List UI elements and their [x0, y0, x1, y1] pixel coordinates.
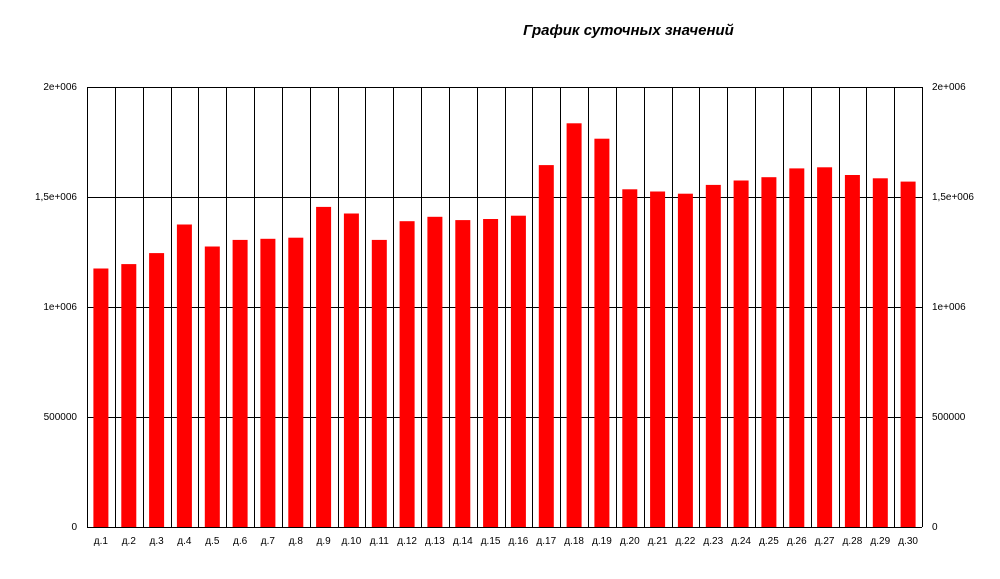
x-tick-label: д.10	[342, 536, 362, 547]
bar-8	[288, 237, 304, 527]
x-tick-label: д.3	[150, 536, 165, 547]
x-tick-label: д.12	[397, 536, 417, 547]
y-tick-label-left: 0	[71, 522, 77, 533]
bar-17	[538, 165, 554, 527]
x-tick-label: д.5	[205, 536, 220, 547]
chart-title: График суточных значений	[523, 22, 734, 39]
bar-27	[817, 167, 833, 528]
bar-16	[510, 215, 526, 527]
bar-14	[455, 220, 471, 527]
bar-10	[343, 213, 359, 527]
bar-15	[483, 219, 499, 527]
bar-4	[176, 224, 192, 527]
x-tick-label: д.27	[815, 536, 835, 547]
bar-20	[622, 189, 638, 528]
bar-29	[872, 178, 888, 528]
bar-21	[650, 191, 666, 527]
x-tick-label: д.23	[703, 536, 723, 547]
bar-5	[204, 246, 220, 527]
y-tick-label-right: 0	[932, 522, 938, 533]
x-tick-label: д.13	[425, 536, 445, 547]
x-tick-label: д.11	[370, 536, 389, 547]
x-tick-label: д.17	[536, 536, 556, 547]
y-tick-label-right: 1,5e+006	[932, 192, 974, 203]
y-tick-label-left: 2e+006	[43, 82, 77, 93]
bar-19	[594, 138, 610, 527]
x-tick-label: д.25	[759, 536, 779, 547]
bar-9	[316, 206, 332, 527]
x-tick-label: д.14	[453, 536, 473, 547]
bar-11	[371, 239, 387, 527]
x-tick-label: д.26	[787, 536, 807, 547]
y-tick-label-left: 500000	[44, 412, 78, 423]
bar-28	[844, 175, 860, 527]
x-tick-label: д.29	[870, 536, 890, 547]
bar-26	[789, 168, 805, 527]
x-tick-label: д.4	[177, 536, 192, 547]
y-tick-label-right: 500000	[932, 412, 966, 423]
bar-7	[260, 238, 276, 528]
x-tick-label: д.28	[843, 536, 863, 547]
bar-13	[427, 216, 443, 528]
x-tick-label: д.19	[592, 536, 612, 547]
x-tick-label: д.30	[898, 536, 918, 547]
bar-2	[121, 264, 137, 527]
y-tick-label-right: 1e+006	[932, 302, 966, 313]
y-tick-label-left: 1,5e+006	[35, 192, 77, 203]
bar-23	[705, 184, 721, 527]
x-tick-label: д.21	[648, 536, 668, 547]
x-tick-label: д.20	[620, 536, 640, 547]
x-tick-label: д.22	[676, 536, 696, 547]
x-tick-label: д.16	[509, 536, 529, 547]
x-tick-label: д.18	[564, 536, 584, 547]
y-tick-label-right: 2e+006	[932, 82, 966, 93]
bar-24	[733, 180, 749, 527]
bar-12	[399, 221, 415, 527]
x-tick-label: д.8	[289, 536, 304, 547]
x-tick-label: д.2	[122, 536, 137, 547]
y-tick-label-left: 1e+006	[43, 302, 77, 313]
x-tick-label: д.24	[731, 536, 751, 547]
bar-6	[232, 239, 248, 527]
x-tick-label: д.9	[317, 536, 332, 547]
bar-30	[900, 181, 916, 527]
bar-25	[761, 177, 777, 527]
x-tick-label: д.7	[261, 536, 276, 547]
bar-3	[149, 253, 165, 527]
x-tick-label: д.1	[94, 536, 109, 547]
bar-22	[677, 193, 693, 527]
x-tick-label: д.6	[233, 536, 248, 547]
bar-18	[566, 123, 582, 528]
x-tick-label: д.15	[481, 536, 501, 547]
bar-1	[93, 268, 109, 527]
